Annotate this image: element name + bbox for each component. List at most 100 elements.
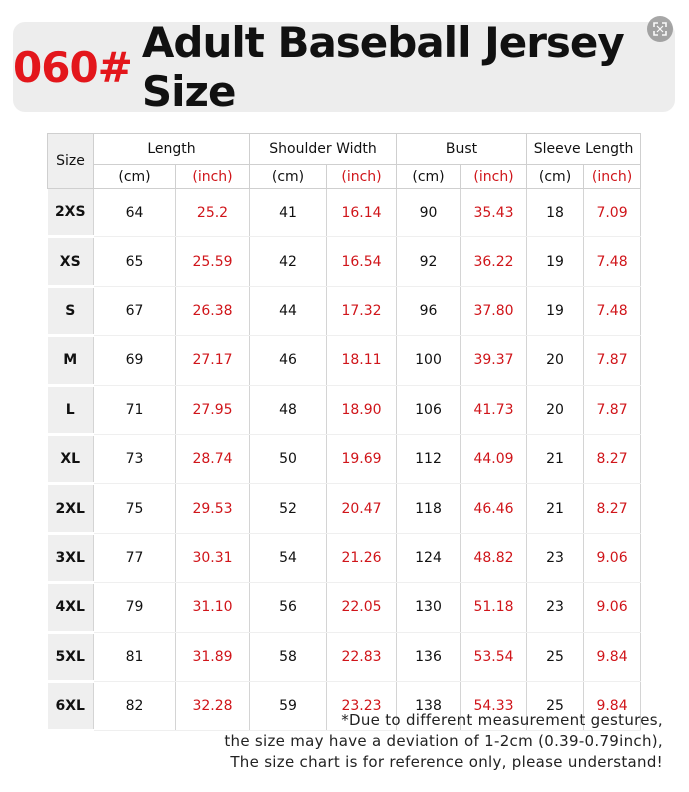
- cm-value-cell: 58: [249, 632, 327, 682]
- inch-value-cell: 32.28: [174, 681, 250, 732]
- cm-value-cell: 25: [526, 632, 584, 682]
- unit-inch: (inch): [174, 164, 250, 189]
- cm-value-cell: 21: [526, 434, 584, 485]
- size-label: 2XL: [47, 483, 94, 535]
- cm-value-cell: 77: [93, 533, 176, 584]
- cm-value-cell: 64: [93, 188, 176, 238]
- table-row: XL 73 28.74 50 19.69 112 44.09 21 8.27: [47, 434, 642, 486]
- cm-value-cell: 96: [396, 286, 461, 337]
- inch-value-cell: 37.80: [460, 286, 527, 337]
- size-label: 6XL: [47, 681, 94, 733]
- cm-value-cell: 21: [526, 483, 584, 534]
- table-row: L 71 27.95 48 18.90 106 41.73 20 7.87: [47, 385, 642, 436]
- inch-value-cell: 25.59: [174, 236, 250, 287]
- inch-value-cell: 19.69: [326, 434, 397, 485]
- title-code: 060#: [13, 42, 133, 92]
- inch-value-cell: 25.2: [174, 188, 250, 238]
- inch-value-cell: 7.48: [583, 286, 642, 337]
- cm-value-cell: 19: [526, 286, 584, 337]
- inch-value-cell: 27.17: [174, 335, 250, 386]
- inch-value-cell: 20.47: [326, 483, 397, 534]
- size-label: 4XL: [47, 582, 94, 634]
- size-note: *Due to different measurement gestures, …: [224, 710, 663, 773]
- size-label: L: [47, 385, 94, 436]
- size-label: 2XS: [47, 188, 94, 239]
- expand-button[interactable]: [647, 16, 673, 42]
- cm-value-cell: 20: [526, 385, 584, 435]
- title-banner: 060# Adult Baseball Jersey Size: [13, 18, 675, 116]
- inch-value-cell: 44.09: [460, 434, 527, 485]
- cm-value-cell: 52: [249, 483, 327, 534]
- inch-value-cell: 16.14: [326, 188, 397, 238]
- inch-value-cell: 17.32: [326, 286, 397, 337]
- table-row: 2XS 64 25.2 41 16.14 90 35.43 18 7.09: [47, 188, 642, 239]
- table-row: S 67 26.38 44 17.32 96 37.80 19 7.48: [47, 286, 642, 338]
- cm-value-cell: 46: [249, 335, 327, 386]
- inch-value-cell: 8.27: [583, 483, 642, 534]
- cm-value-cell: 90: [396, 188, 461, 238]
- inch-value-cell: 48.82: [460, 533, 527, 584]
- cm-value-cell: 138: [396, 681, 461, 732]
- size-label: M: [47, 335, 94, 387]
- inch-value-cell: 41.73: [460, 385, 527, 435]
- inch-value-cell: 30.31: [174, 533, 250, 584]
- inch-value-cell: 36.22: [460, 236, 527, 287]
- cm-value-cell: 25: [526, 681, 584, 732]
- expand-icon: [653, 22, 667, 36]
- size-chart-table: Size Length Shoulder Width Bust Sleeve L…: [47, 133, 642, 733]
- cm-value-cell: 100: [396, 335, 461, 386]
- cm-value-cell: 71: [93, 385, 176, 435]
- inch-value-cell: 9.84: [583, 681, 642, 732]
- unit-inch: (inch): [460, 164, 527, 189]
- cm-value-cell: 69: [93, 335, 176, 386]
- cm-value-cell: 65: [93, 236, 176, 287]
- inch-value-cell: 51.18: [460, 582, 527, 633]
- size-label: XS: [47, 236, 94, 288]
- inch-value-cell: 22.83: [326, 632, 397, 682]
- length-header: Length: [92, 133, 250, 165]
- cm-value-cell: 124: [396, 533, 461, 584]
- inch-value-cell: 26.38: [174, 286, 250, 337]
- table-body: 2XS 64 25.2 41 16.14 90 35.43 18 7.09 XS 65 25.59 42…: [47, 188, 642, 733]
- inch-value-cell: 7.87: [583, 335, 642, 386]
- cm-value-cell: 42: [249, 236, 327, 287]
- inch-value-cell: 7.87: [583, 385, 642, 435]
- unit-cm: (cm): [526, 164, 584, 189]
- inch-value-cell: 31.10: [174, 582, 250, 633]
- note-line: the size may have a deviation of 1-2cm (…: [224, 732, 663, 750]
- cm-value-cell: 19: [526, 236, 584, 287]
- inch-value-cell: 22.05: [326, 582, 397, 633]
- size-label: 5XL: [47, 632, 94, 683]
- inch-value-cell: 7.48: [583, 236, 642, 287]
- inch-value-cell: 21.26: [326, 533, 397, 584]
- shoulder-width-header: Shoulder Width: [249, 133, 397, 165]
- table-row: 6XL 82 32.28 59 23.23 138 54.33 25 9.84: [47, 681, 642, 733]
- table-row: M 69 27.17 46 18.11 100 39.37 20 7.87: [47, 335, 642, 387]
- inch-value-cell: 9.84: [583, 632, 642, 682]
- unit-inch: (inch): [583, 164, 642, 189]
- inch-value-cell: 18.11: [326, 335, 397, 386]
- inch-value-cell: 8.27: [583, 434, 642, 485]
- cm-value-cell: 56: [249, 582, 327, 633]
- inch-value-cell: 54.33: [460, 681, 527, 732]
- cm-value-cell: 75: [93, 483, 176, 534]
- cm-value-cell: 79: [93, 582, 176, 633]
- cm-value-cell: 44: [249, 286, 327, 337]
- unit-cm: (cm): [396, 164, 461, 189]
- inch-value-cell: 9.06: [583, 582, 642, 633]
- cm-value-cell: 23: [526, 533, 584, 584]
- cm-value-cell: 54: [249, 533, 327, 584]
- inch-value-cell: 46.46: [460, 483, 527, 534]
- cm-value-cell: 92: [396, 236, 461, 287]
- size-column-header: Size: [47, 133, 94, 189]
- cm-value-cell: 130: [396, 582, 461, 633]
- cm-value-cell: 81: [93, 632, 176, 682]
- cm-value-cell: 82: [93, 681, 176, 732]
- inch-value-cell: 29.53: [174, 483, 250, 534]
- inch-value-cell: 16.54: [326, 236, 397, 287]
- inch-value-cell: 31.89: [174, 632, 250, 682]
- inch-value-cell: 23.23: [326, 681, 397, 732]
- cm-value-cell: 59: [249, 681, 327, 732]
- cm-value-cell: 18: [526, 188, 584, 238]
- table-row: 2XL 75 29.53 52 20.47 118 46.46 21 8.27: [47, 483, 642, 535]
